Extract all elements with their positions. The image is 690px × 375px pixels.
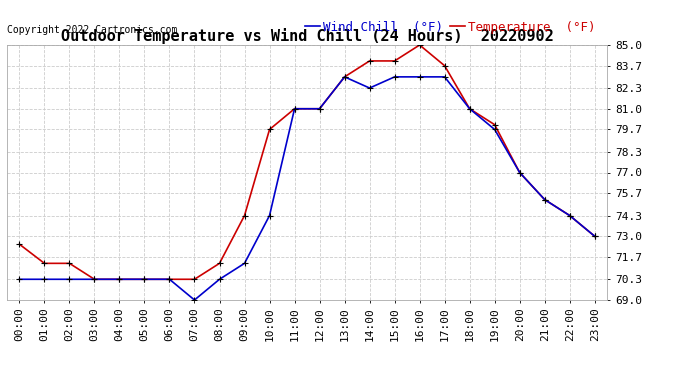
Title: Outdoor Temperature vs Wind Chill (24 Hours)  20220902: Outdoor Temperature vs Wind Chill (24 Ho… <box>61 28 553 44</box>
Legend: Wind Chill  (°F), Temperature  (°F): Wind Chill (°F), Temperature (°F) <box>299 15 601 39</box>
Text: Copyright 2022 Cartronics.com: Copyright 2022 Cartronics.com <box>7 25 177 35</box>
